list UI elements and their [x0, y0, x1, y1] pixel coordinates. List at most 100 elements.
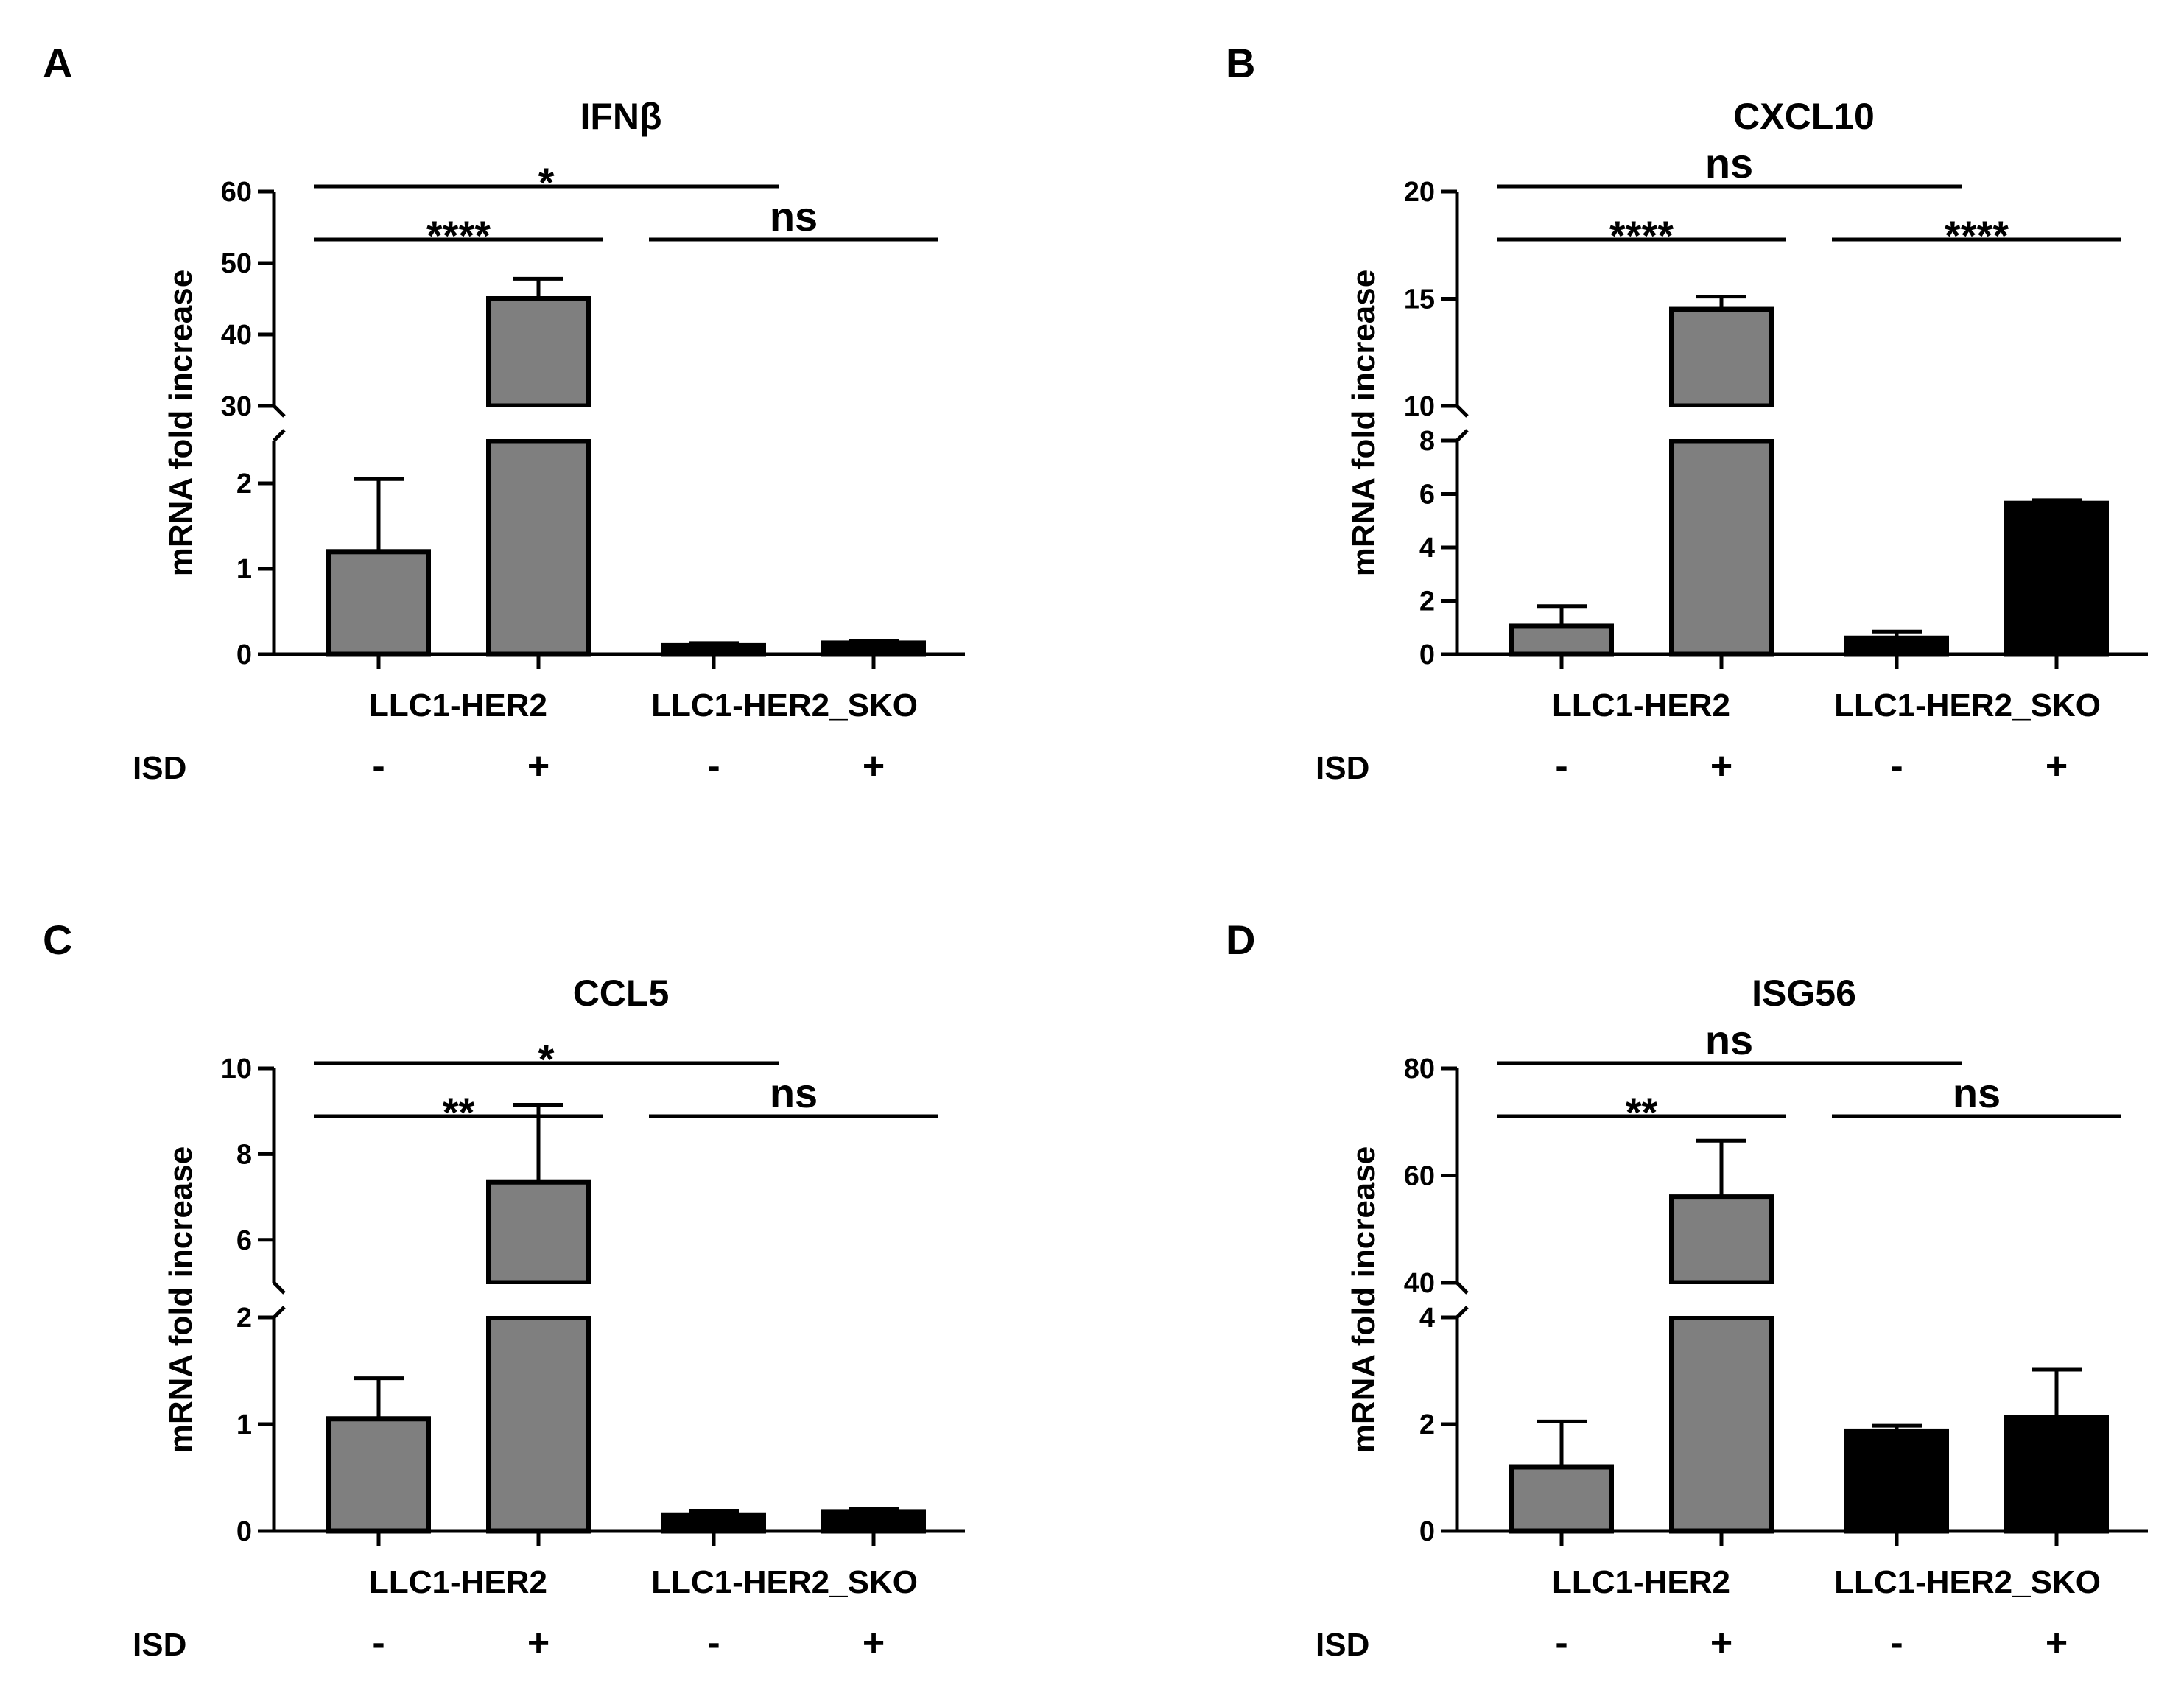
bar [1669, 438, 1774, 657]
treatment-sign: + [1710, 1622, 1732, 1664]
bar [486, 1314, 591, 1534]
treatment-sign: - [707, 745, 720, 788]
y-tick-label: 10 [1404, 391, 1435, 422]
y-tick-label: 4 [1419, 1303, 1435, 1334]
treatment-label: ISD [1316, 1627, 1369, 1663]
y-tick-label: 1 [236, 1409, 252, 1440]
significance-label: ns [1705, 140, 1753, 186]
axis-break-gap [484, 407, 593, 439]
treatment-sign: - [372, 1622, 385, 1664]
y-tick-label: 8 [236, 1139, 252, 1170]
y-tick-label: 2 [236, 469, 252, 500]
y-tick-label: 1 [236, 554, 252, 585]
y-tick-label: 2 [236, 1303, 252, 1334]
bar [1509, 623, 1614, 657]
group-label: LLC1-HER2_SKO [651, 687, 918, 724]
y-tick-label: 4 [1419, 533, 1435, 564]
significance-label: * [538, 159, 555, 206]
panel-letter: D [1226, 917, 1255, 963]
y-tick-label: 15 [1404, 284, 1435, 315]
y-tick-label: 40 [221, 320, 252, 351]
axis-break-mark [1456, 1281, 1469, 1295]
group-label: LLC1-HER2_SKO [1834, 687, 2101, 724]
bar [821, 1509, 926, 1534]
bar [821, 640, 926, 657]
group-label: LLC1-HER2 [1552, 687, 1730, 724]
panel-b: B CXCL10 0 2 4 6 8 10 15 20 mRNA fold increase LLC1… [1226, 40, 2148, 788]
bar [1669, 1314, 1774, 1534]
y-tick-label: 0 [1419, 1516, 1435, 1547]
y-tick-label: 50 [221, 248, 252, 279]
group-label: LLC1-HER2 [369, 1564, 547, 1600]
axis-break-gap [1667, 407, 1776, 439]
chart-title: ISG56 [1752, 973, 1856, 1014]
panel-letter: A [43, 40, 72, 86]
y-axis-label: mRNA fold increase [1346, 270, 1382, 576]
y-tick-label: 10 [221, 1054, 252, 1085]
axis-break-mark [273, 1281, 286, 1295]
group-label: LLC1-HER2_SKO [1834, 1564, 2101, 1600]
significance-label: ns [1953, 1070, 2001, 1116]
chart-title: CXCL10 [1733, 96, 1875, 137]
bar [661, 642, 766, 657]
treatment-sign: - [707, 1622, 720, 1664]
y-tick-label: 2 [1419, 586, 1435, 617]
significance-label: ** [1626, 1089, 1658, 1135]
y-tick-label: 6 [1419, 480, 1435, 511]
bar [661, 1512, 766, 1534]
y-tick-label: 20 [1404, 177, 1435, 208]
axis-break-mark [273, 404, 286, 418]
chart-title: IFNβ [580, 96, 661, 137]
y-tick-label: 80 [1404, 1054, 1435, 1085]
group-label: LLC1-HER2 [369, 687, 547, 724]
significance-label: ns [1705, 1017, 1753, 1063]
y-tick-label: 40 [1404, 1268, 1435, 1299]
group-label: LLC1-HER2 [1552, 1564, 1730, 1600]
treatment-sign: + [2046, 745, 2068, 788]
treatment-label: ISD [133, 1627, 186, 1663]
bar [1844, 1428, 1949, 1534]
treatment-sign: + [527, 745, 549, 788]
axis-break-mark [273, 429, 286, 442]
significance-label: ns [770, 1070, 818, 1116]
significance-label: **** [426, 212, 491, 259]
bar [1669, 306, 1774, 409]
y-tick-label: 8 [1419, 426, 1435, 457]
y-axis-label: mRNA fold increase [163, 1146, 199, 1453]
panel-d: D ISG56 0 2 4 40 60 80 mRNA fold increase LLC1-HE… [1226, 917, 2148, 1664]
y-tick-label: 60 [221, 177, 252, 208]
bar [2004, 500, 2109, 657]
treatment-sign: - [1890, 1622, 1903, 1664]
axis-break-mark [1456, 429, 1469, 442]
axis-break-mark [1456, 404, 1469, 418]
treatment-sign: - [372, 745, 385, 788]
treatment-sign: + [527, 1622, 549, 1664]
y-tick-label: 0 [236, 1516, 252, 1547]
axis-break-mark [273, 1306, 286, 1319]
axis-break-gap [1667, 1284, 1776, 1316]
panel-c: C CCL5 0 1 2 6 8 10 mRNA fold increase LLC1-HER2 L… [43, 917, 965, 1664]
y-axis-label: mRNA fold increase [1346, 1146, 1382, 1453]
treatment-sign: + [1710, 745, 1732, 788]
axis-break-mark [1456, 1306, 1469, 1319]
bar [2004, 1415, 2109, 1534]
significance-label: ns [770, 193, 818, 239]
bar [326, 1416, 431, 1534]
bar [1844, 635, 1949, 657]
y-tick-label: 60 [1404, 1161, 1435, 1192]
bar [486, 438, 591, 657]
bar [486, 296, 591, 409]
significance-label: * [538, 1036, 555, 1082]
bar [1669, 1194, 1774, 1286]
axis-break-gap [484, 1284, 593, 1316]
bar [486, 1179, 591, 1286]
treatment-label: ISD [1316, 750, 1369, 786]
y-tick-label: 30 [221, 391, 252, 422]
significance-label: ** [443, 1089, 475, 1135]
panel-a: A IFNβ 0 1 2 30 40 50 60 mRNA fold increase LLC1-H… [43, 40, 965, 788]
significance-label: **** [1609, 212, 1674, 259]
y-tick-label: 0 [1419, 640, 1435, 670]
treatment-sign: + [863, 1622, 885, 1664]
group-label: LLC1-HER2_SKO [651, 1564, 918, 1600]
